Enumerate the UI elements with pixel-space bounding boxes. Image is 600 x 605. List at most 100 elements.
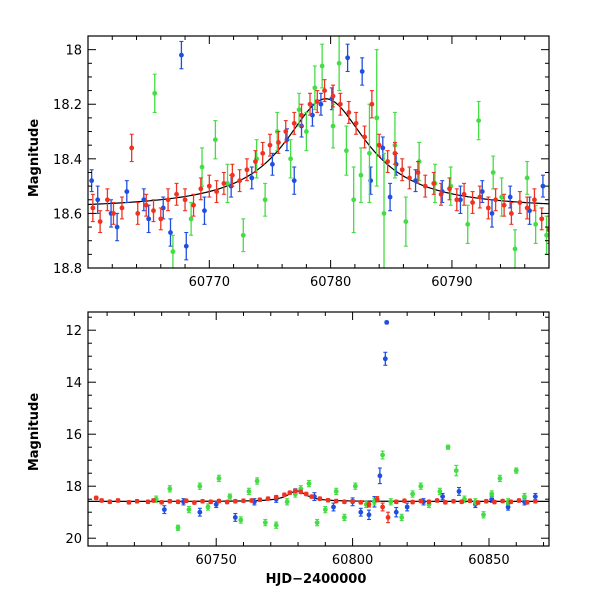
green-data-point <box>330 123 336 129</box>
blue-data-point <box>345 55 351 61</box>
red-data-point <box>385 159 391 164</box>
red-data-point <box>402 498 407 504</box>
blue-data-point <box>358 509 364 515</box>
green-data-point <box>199 164 205 170</box>
blue-data-point <box>249 175 255 181</box>
x-tick-label: 60770 <box>189 275 230 290</box>
red-data-point <box>145 499 151 505</box>
blue-series <box>161 320 538 522</box>
y-tick-label: 18 <box>65 480 82 495</box>
red-data-point <box>399 167 405 173</box>
red-data-point <box>459 499 465 505</box>
red-data-point <box>206 183 212 189</box>
red-data-point <box>380 504 386 510</box>
red-data-point <box>454 197 460 203</box>
green-data-point <box>336 60 342 66</box>
red-data-point <box>346 110 352 115</box>
red-data-point <box>442 499 448 505</box>
red-data-point <box>434 498 440 503</box>
green-data-point <box>524 175 530 181</box>
red-data-point <box>200 498 205 504</box>
green-data-point <box>319 63 325 69</box>
blue-data-point <box>380 145 386 151</box>
red-data-point <box>283 129 289 134</box>
y-tick-label: 16 <box>65 428 82 443</box>
blue-data-point <box>456 489 462 494</box>
blue-data-point <box>197 509 203 515</box>
red-data-point <box>508 499 514 505</box>
red-data-point <box>438 191 444 197</box>
red-data-point <box>93 495 99 501</box>
red-data-point <box>493 197 499 203</box>
blue-data-point <box>270 161 275 167</box>
green-data-point <box>352 483 358 489</box>
red-data-point <box>477 194 483 200</box>
red-data-point <box>174 191 179 197</box>
blue-data-point <box>384 320 390 325</box>
red-data-point <box>244 167 250 173</box>
top-panel-y-axis-label: Magnitude <box>27 119 42 198</box>
blue-data-point <box>489 211 495 216</box>
green-data-point <box>380 452 386 458</box>
plot-frame <box>87 311 550 547</box>
blue-data-point <box>404 504 410 510</box>
red-data-point <box>369 101 375 107</box>
x-tick-label: 60750 <box>196 553 237 568</box>
red-data-point <box>151 208 156 214</box>
blue-data-point <box>89 178 95 184</box>
y-tick-label: 12 <box>65 324 82 339</box>
green-data-point <box>533 221 539 227</box>
red-data-point <box>407 175 412 181</box>
green-data-point <box>197 483 203 489</box>
red-data-point <box>273 494 279 500</box>
red-data-point <box>111 211 116 216</box>
green-data-point <box>205 504 211 510</box>
red-data-point <box>333 498 339 504</box>
green-data-point <box>388 499 394 505</box>
red-data-point <box>107 499 113 505</box>
blue-data-point <box>532 494 538 499</box>
green-data-point <box>246 489 252 494</box>
red-data-point <box>483 498 489 504</box>
red-data-point <box>182 197 188 203</box>
blue-data-point <box>479 189 485 194</box>
red-data-point <box>292 488 298 494</box>
green-data-point <box>374 115 380 121</box>
plot-area <box>88 36 549 268</box>
green-data-point <box>403 219 409 225</box>
red-data-point <box>214 189 219 194</box>
red-data-point <box>143 202 149 208</box>
blue-data-point <box>146 216 152 222</box>
red-data-point <box>208 499 214 505</box>
red-data-point <box>376 142 382 148</box>
green-data-point <box>399 515 405 520</box>
red-data-point <box>516 498 522 503</box>
red-data-point <box>532 498 538 504</box>
red-data-point <box>276 140 281 145</box>
red-series <box>93 488 538 524</box>
red-data-point <box>135 211 141 216</box>
blue-data-point <box>95 197 101 203</box>
red-data-point <box>393 499 399 505</box>
bottom-panel-y-axis-label: Magnitude <box>27 393 42 472</box>
y-tick-label: 14 <box>65 376 82 391</box>
blue-data-point <box>161 507 167 512</box>
green-series <box>152 36 549 268</box>
red-data-point <box>362 134 367 140</box>
red-data-point <box>524 205 530 211</box>
y-tick-label: 18 <box>65 44 82 59</box>
green-data-point <box>170 249 176 255</box>
red-data-point <box>216 498 222 504</box>
green-data-point <box>344 148 349 154</box>
red-data-point <box>492 499 497 505</box>
green-data-point <box>410 491 416 497</box>
red-data-point <box>470 200 475 205</box>
plot-area <box>88 320 549 531</box>
blue-data-point <box>366 512 372 518</box>
blue-data-point <box>318 101 324 107</box>
red-data-point <box>221 180 227 186</box>
green-data-point <box>175 525 181 531</box>
red-data-point <box>119 205 125 211</box>
red-data-point <box>330 93 336 99</box>
